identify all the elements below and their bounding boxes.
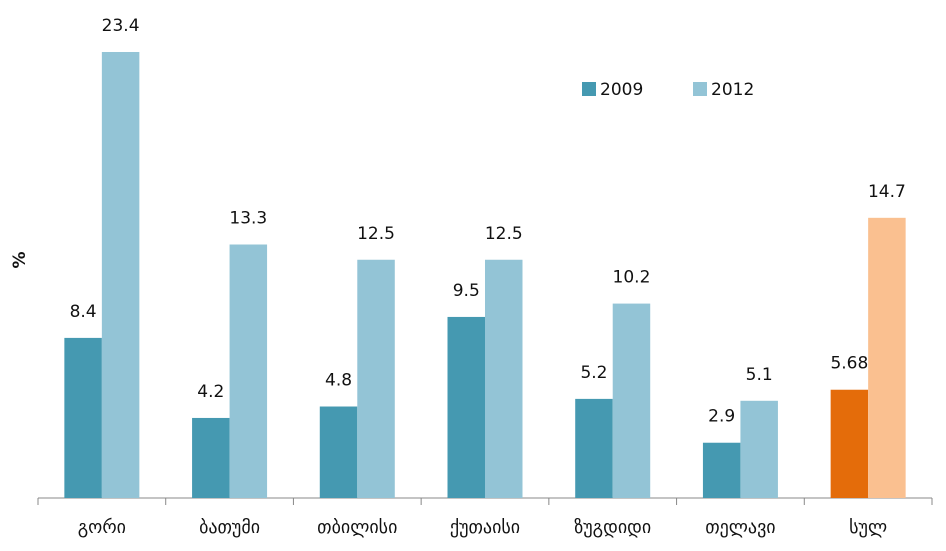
value-label: 14.7 <box>868 182 906 202</box>
x-tick-label: თელავი <box>705 517 775 538</box>
value-label: 5.2 <box>580 363 607 383</box>
bar <box>319 406 358 498</box>
bar <box>192 417 230 498</box>
bar <box>447 316 485 498</box>
bar <box>575 398 613 498</box>
value-label: 5.68 <box>830 354 868 374</box>
value-label: 4.2 <box>197 382 224 402</box>
value-label: 12.5 <box>357 224 395 244</box>
bar <box>101 51 140 498</box>
legend-label: 2009 <box>600 80 643 100</box>
legend-swatch <box>693 82 707 96</box>
legend-label: 2012 <box>711 80 754 100</box>
bar <box>702 442 741 498</box>
value-label: 5.1 <box>746 365 773 385</box>
x-tick-label: ქუთაისი <box>450 517 520 538</box>
value-label: 13.3 <box>229 209 267 229</box>
bar <box>830 389 869 498</box>
x-tick-label: თბილისი <box>317 517 397 538</box>
y-axis-label: % <box>10 251 30 268</box>
legend-swatch <box>582 82 596 96</box>
value-label: 10.2 <box>613 268 651 288</box>
value-label: 2.9 <box>708 407 735 427</box>
value-label: 23.4 <box>102 16 140 36</box>
x-tick-label: გორი <box>78 517 126 538</box>
bar <box>868 217 906 498</box>
bar <box>485 259 523 498</box>
value-label: 4.8 <box>325 371 352 391</box>
value-label: 8.4 <box>70 302 97 322</box>
bar <box>357 259 395 498</box>
bar <box>740 400 778 498</box>
x-tick-label: ზუგდიდი <box>574 517 651 538</box>
bar <box>64 337 102 498</box>
value-label: 12.5 <box>485 224 523 244</box>
x-tick-label: ბათუმი <box>199 517 260 538</box>
value-label: 9.5 <box>453 281 480 301</box>
x-tick-label: სულ <box>849 517 887 538</box>
bar <box>229 244 268 498</box>
bar <box>612 303 651 498</box>
